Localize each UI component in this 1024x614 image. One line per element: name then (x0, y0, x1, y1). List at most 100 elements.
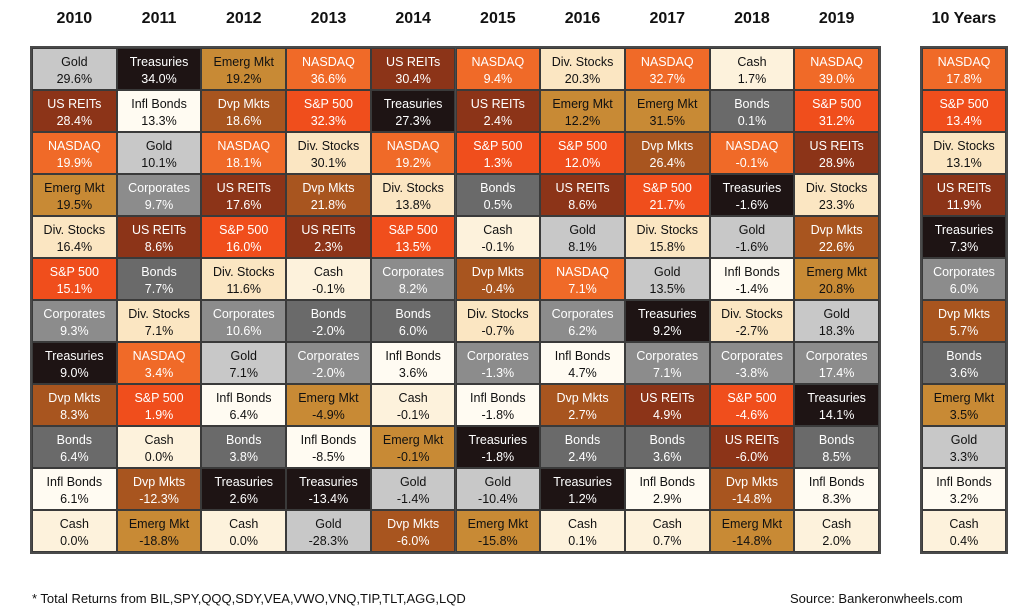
asset-name-label: Cash (652, 517, 682, 531)
asset-name-label: S&P 500 (134, 391, 184, 405)
return-value-label: 39.0% (818, 72, 855, 86)
return-value-label: 18.3% (818, 324, 855, 338)
asset-name-label: NASDAQ (725, 139, 779, 153)
asset-name-label: Bonds (226, 433, 262, 447)
asset-name-label: Dvp Mkts (132, 475, 186, 489)
return-cell: Corporates 6.2% (540, 300, 625, 342)
return-value-label: 0.0% (144, 450, 174, 464)
return-value-label: -0.1% (396, 450, 430, 464)
return-cell: S&P 500 13.4% (922, 90, 1006, 132)
return-value-label: 3.6% (398, 366, 428, 380)
return-value-label: -1.3% (481, 366, 515, 380)
return-value-label: 3.8% (229, 450, 258, 464)
return-value-label: 10.6% (226, 324, 262, 338)
return-cell: Gold 7.1% (201, 342, 287, 384)
return-cell: NASDAQ 9.4% (455, 48, 541, 90)
return-cell: Dvp Mkts 5.7% (922, 300, 1006, 342)
year-header: 2018 (734, 10, 770, 27)
return-cell: Div. Stocks 30.1% (286, 132, 371, 174)
return-cell: Div. Stocks -2.7% (709, 300, 795, 342)
asset-name-label: Div. Stocks (43, 223, 106, 237)
return-value-label: -1.6% (735, 240, 769, 254)
return-cell: NASDAQ 36.6% (286, 48, 371, 90)
return-value-label: -18.8% (139, 534, 179, 548)
return-cell: Infl Bonds 6.4% (201, 384, 287, 426)
year-header: 2017 (649, 10, 686, 27)
return-cell: Infl Bonds -8.5% (286, 426, 371, 468)
return-value-label: 20.3% (564, 72, 601, 86)
asset-name-label: Gold (230, 349, 257, 363)
return-cell: Gold 8.1% (540, 216, 625, 258)
return-value-label: 7.7% (144, 282, 174, 296)
return-cell: Bonds 2.4% (540, 426, 625, 468)
asset-name-label: Cash (822, 517, 852, 531)
return-cell: Dvp Mkts -12.3% (116, 468, 202, 510)
return-cell: Corporates 9.7% (116, 174, 202, 216)
return-cell: Infl Bonds 6.1% (32, 468, 117, 510)
asset-name-label: Infl Bonds (215, 391, 272, 405)
return-value-label: 16.4% (56, 240, 93, 254)
return-cell: Corporates 9.3% (32, 300, 117, 342)
return-cell: US REITs 11.9% (922, 174, 1006, 216)
return-value-label: 22.6% (818, 240, 855, 254)
return-value-label: 3.2% (949, 492, 979, 506)
asset-name-label: Cash (737, 55, 767, 69)
asset-name-label: NASDAQ (132, 349, 186, 363)
return-value-label: 9.2% (652, 324, 682, 338)
asset-name-label: US REITs (216, 181, 271, 195)
return-cell: Gold 10.1% (116, 132, 202, 174)
asset-name-label: Corporates (43, 307, 106, 321)
asset-name-label: Div. Stocks (805, 181, 868, 195)
return-value-label: 12.2% (564, 114, 601, 128)
return-value-label: 20.8% (818, 282, 855, 296)
return-cell: Bonds -2.0% (286, 300, 371, 342)
return-cell: Bonds 3.6% (624, 426, 710, 468)
return-value-label: 0.4% (949, 534, 979, 548)
asset-name-label: Bonds (141, 265, 177, 279)
asset-name-label: Bonds (564, 433, 601, 447)
return-value-label: 7.1% (652, 366, 682, 380)
return-value-label: 6.2% (568, 324, 597, 338)
return-value-label: 13.5% (395, 240, 431, 254)
return-value-label: 14.1% (818, 408, 855, 422)
asset-name-label: Gold (61, 55, 88, 69)
return-cell: Div. Stocks 11.6% (201, 258, 287, 300)
asset-name-label: NASDAQ (47, 139, 101, 153)
return-cell: NASDAQ -0.1% (709, 132, 795, 174)
asset-name-label: Bonds (310, 307, 347, 321)
return-cell: Bonds 3.8% (201, 426, 287, 468)
return-cell: US REITs 30.4% (370, 48, 456, 90)
asset-name-label: NASDAQ (302, 55, 355, 69)
return-cell: S&P 500 21.7% (624, 174, 710, 216)
return-value-label: 21.8% (310, 198, 347, 212)
return-value-label: -4.6% (735, 408, 769, 422)
return-value-label: 9.4% (483, 72, 513, 86)
return-cell: Infl Bonds 2.9% (624, 468, 710, 510)
return-cell: Gold 13.5% (624, 258, 710, 300)
return-value-label: 9.7% (144, 198, 174, 212)
asset-name-label: S&P 500 (642, 181, 692, 195)
return-cell: US REITs 28.9% (794, 132, 879, 174)
asset-name-label: US REITs (555, 181, 610, 195)
asset-name-label: Treasuries (934, 223, 994, 237)
asset-name-label: Bonds (734, 97, 770, 111)
return-cell: S&P 500 13.5% (370, 216, 456, 258)
return-cell: Cash -0.1% (286, 258, 371, 300)
return-cell: Corporates 7.1% (624, 342, 710, 384)
return-cell: Infl Bonds -1.8% (455, 384, 541, 426)
return-cell: NASDAQ 3.4% (116, 342, 202, 384)
asset-name-label: S&P 500 (473, 139, 523, 153)
asset-name-label: US REITs (809, 139, 864, 153)
return-value-label: 1.3% (483, 156, 513, 170)
return-value-label: 3.6% (949, 366, 979, 380)
asset-name-label: Corporates (551, 307, 614, 321)
return-value-label: 7.1% (568, 282, 597, 296)
return-cell: Div. Stocks 20.3% (540, 48, 625, 90)
return-cell: Treasuries -1.6% (709, 174, 795, 216)
return-cell: US REITs 17.6% (201, 174, 287, 216)
asset-name-label: Cash (313, 265, 344, 279)
return-value-label: 19.2% (395, 156, 431, 170)
asset-name-label: Dvp Mkts (556, 391, 609, 405)
asset-name-label: US REITs (936, 181, 992, 195)
return-cell: Infl Bonds 3.2% (922, 468, 1006, 510)
